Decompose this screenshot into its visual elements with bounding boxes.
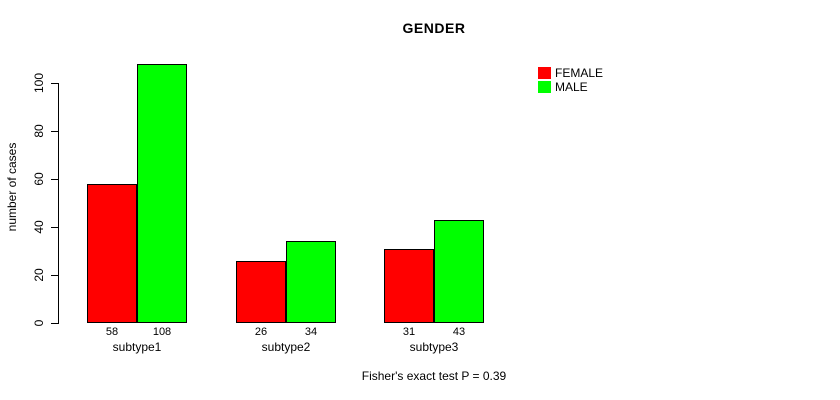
y-tick-mark xyxy=(51,83,58,84)
legend-label-female: FEMALE xyxy=(555,65,604,80)
chart-title: GENDER xyxy=(402,20,466,36)
bar-value-label-male-subtype1: 108 xyxy=(152,326,172,338)
y-tick-label: 0 xyxy=(32,319,46,327)
bar-male-subtype1 xyxy=(137,64,187,323)
male-swatch-icon xyxy=(538,80,551,93)
legend-item-male: MALE xyxy=(538,80,603,93)
chart-note: Fisher's exact test P = 0.39 xyxy=(361,369,507,383)
bar-male-subtype2 xyxy=(286,241,336,323)
legend-item-female: FEMALE xyxy=(538,66,603,79)
bar-female-subtype1 xyxy=(87,184,137,323)
bar-female-subtype3 xyxy=(384,249,434,323)
y-tick-label: 60 xyxy=(32,172,46,186)
y-tick-label: 40 xyxy=(32,220,46,234)
y-tick-label: 80 xyxy=(32,124,46,138)
category-label-subtype1: subtype1 xyxy=(112,340,162,354)
legend: FEMALE MALE xyxy=(538,66,603,94)
category-label-subtype2: subtype2 xyxy=(261,340,311,354)
category-label-subtype3: subtype3 xyxy=(409,340,459,354)
y-tick-label: 100 xyxy=(32,72,46,94)
y-tick-mark xyxy=(51,131,58,132)
bar-female-subtype2 xyxy=(236,261,286,323)
y-tick-mark xyxy=(51,323,58,324)
y-tick-mark xyxy=(51,227,58,228)
y-tick-mark xyxy=(51,179,58,180)
bar-value-label-female-subtype3: 31 xyxy=(402,326,416,338)
female-swatch-icon xyxy=(538,66,551,79)
bar-value-label-female-subtype2: 26 xyxy=(254,326,268,338)
y-axis-label: number of cases xyxy=(5,142,19,232)
y-axis-line xyxy=(58,83,59,324)
bar-male-subtype3 xyxy=(434,220,484,323)
y-tick-mark xyxy=(51,275,58,276)
bar-value-label-male-subtype3: 43 xyxy=(452,326,466,338)
bar-value-label-male-subtype2: 34 xyxy=(304,326,318,338)
legend-label-male: MALE xyxy=(555,79,588,94)
y-tick-label: 20 xyxy=(32,268,46,282)
bar-value-label-female-subtype1: 58 xyxy=(105,326,119,338)
